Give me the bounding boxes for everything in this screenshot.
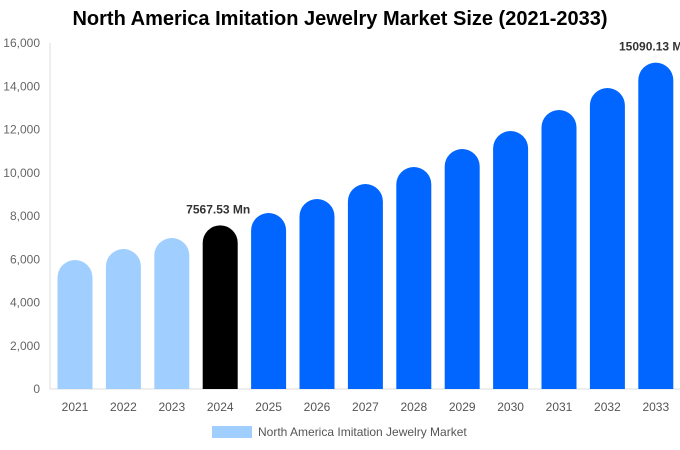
bar-2030 [493, 131, 529, 389]
x-tick-label: 2027 [352, 400, 379, 414]
y-tick-label: 6,000 [10, 252, 40, 266]
bar-2026 [299, 199, 335, 389]
x-tick-label: 2028 [400, 400, 427, 414]
y-tick-label: 12,000 [3, 123, 40, 137]
y-tick-label: 16,000 [3, 36, 40, 50]
y-tick-label: 0 [33, 382, 40, 396]
bar-2033 [638, 62, 674, 390]
y-tick-label: 8,000 [10, 209, 40, 223]
bar-2031 [541, 110, 577, 389]
data-label: 7567.53 Mn [186, 202, 250, 216]
bar-2025 [251, 212, 287, 389]
x-tick-label: 2029 [449, 400, 476, 414]
legend[interactable]: North America Imitation Jewelry Market [212, 425, 467, 439]
x-tick-label: 2026 [304, 400, 331, 414]
bar-2032 [589, 88, 625, 390]
bar-2027 [347, 183, 383, 389]
data-label: 15090.13 Mn [619, 40, 680, 54]
legend-label: North America Imitation Jewelry Market [258, 425, 467, 439]
bar-2028 [396, 166, 432, 389]
x-tick-label: 2022 [110, 400, 137, 414]
y-tick-label: 10,000 [3, 166, 40, 180]
bar-2022 [105, 249, 141, 389]
bar-2024 [202, 225, 238, 389]
bar-2023 [154, 237, 190, 389]
y-tick-label: 2,000 [10, 339, 40, 353]
x-tick-label: 2023 [158, 400, 185, 414]
x-tick-label: 2033 [642, 400, 669, 414]
y-tick-label: 14,000 [3, 79, 40, 93]
x-tick-label: 2030 [497, 400, 524, 414]
x-tick-label: 2021 [62, 400, 89, 414]
chart-title: North America Imitation Jewelry Market S… [72, 8, 608, 30]
x-tick-label: 2024 [207, 400, 234, 414]
x-tick-label: 2025 [255, 400, 282, 414]
bar-2021 [57, 260, 93, 389]
y-tick-label: 4,000 [10, 296, 40, 310]
bar-2029 [444, 149, 480, 389]
legend-swatch [212, 426, 252, 438]
x-tick-label: 2031 [546, 400, 573, 414]
x-tick-label: 2032 [594, 400, 621, 414]
